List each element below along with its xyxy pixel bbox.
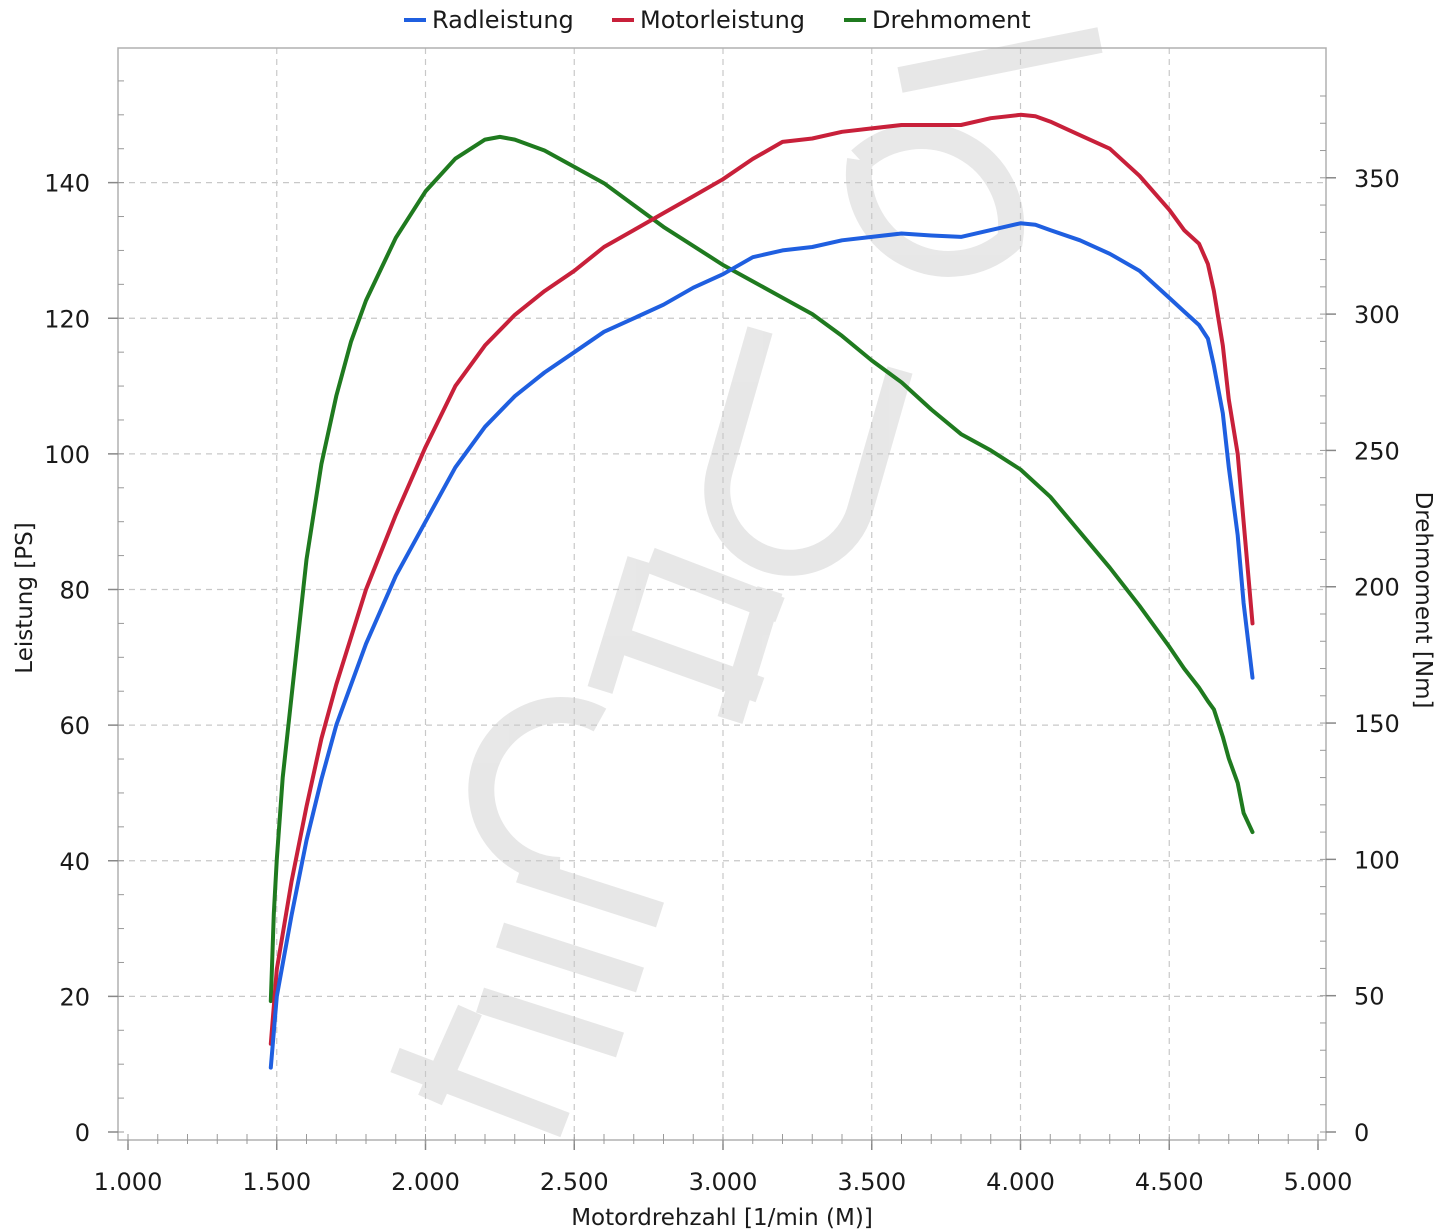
- series-line-radleistung: [268, 221, 1255, 1070]
- y-tick-label: 0: [75, 1119, 90, 1147]
- y-tick-label: 120: [44, 305, 90, 333]
- y2-tick-label: 250: [1354, 437, 1400, 465]
- y2-axis-title: Drehmoment [Nm]: [1410, 492, 1436, 709]
- y-axis-title: Leistung [PS]: [12, 522, 38, 673]
- y2-tick-label: 0: [1354, 1119, 1369, 1147]
- axis-ticks: 1.000 1.500 2.000 2.500 3.000 3.500 4.000 4.500…: [44, 80, 1400, 1196]
- legend-label-motorleistung: Motorleistung: [640, 6, 805, 34]
- y2-tick-label: 100: [1354, 846, 1400, 874]
- y-tick-label: 40: [59, 848, 90, 876]
- series-line-drehmoment: [268, 134, 1255, 1004]
- series-line-motorleistung: [268, 112, 1255, 1046]
- x-tick-label: 1.500: [242, 1168, 311, 1196]
- x-tick-label: 2.500: [540, 1168, 609, 1196]
- y-tick-label: 80: [59, 577, 90, 605]
- x-tick-label: 5.000: [1284, 1168, 1353, 1196]
- y-tick-label: 60: [59, 712, 90, 740]
- y2-tick-label: 350: [1354, 165, 1400, 193]
- series-lines: [268, 112, 1255, 1070]
- y-tick-label: 20: [59, 983, 90, 1011]
- y2-tick-label: 200: [1354, 574, 1400, 602]
- y-tick-label: 100: [44, 441, 90, 469]
- legend: Radleistung Motorleistung Drehmoment: [404, 6, 1031, 34]
- x-tick-label: 2.000: [391, 1168, 460, 1196]
- x-tick-label: 3.000: [689, 1168, 758, 1196]
- y2-tick-label: 300: [1354, 301, 1400, 329]
- grid: [118, 48, 1326, 1140]
- y2-tick-label: 150: [1354, 710, 1400, 738]
- legend-label-drehmoment: Drehmoment: [872, 6, 1031, 34]
- x-axis-title: Motordrehzahl [1/min (M)]: [571, 1205, 873, 1231]
- x-tick-label: 4.500: [1135, 1168, 1204, 1196]
- watermark-logo: [390, 27, 1103, 1138]
- x-tick-label: 4.000: [986, 1168, 1055, 1196]
- plot-frame: [117, 47, 1327, 1141]
- x-tick-label: 1.000: [94, 1168, 163, 1196]
- legend-label-radleistung: Radleistung: [432, 6, 574, 34]
- y2-tick-label: 50: [1354, 983, 1385, 1011]
- x-tick-label: 3.500: [837, 1168, 906, 1196]
- y-tick-label: 140: [44, 170, 90, 198]
